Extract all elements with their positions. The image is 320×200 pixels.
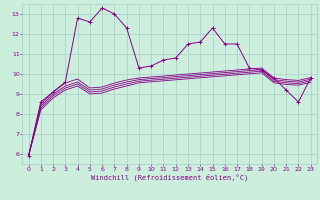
X-axis label: Windchill (Refroidissement éolien,°C): Windchill (Refroidissement éolien,°C)	[91, 174, 248, 181]
